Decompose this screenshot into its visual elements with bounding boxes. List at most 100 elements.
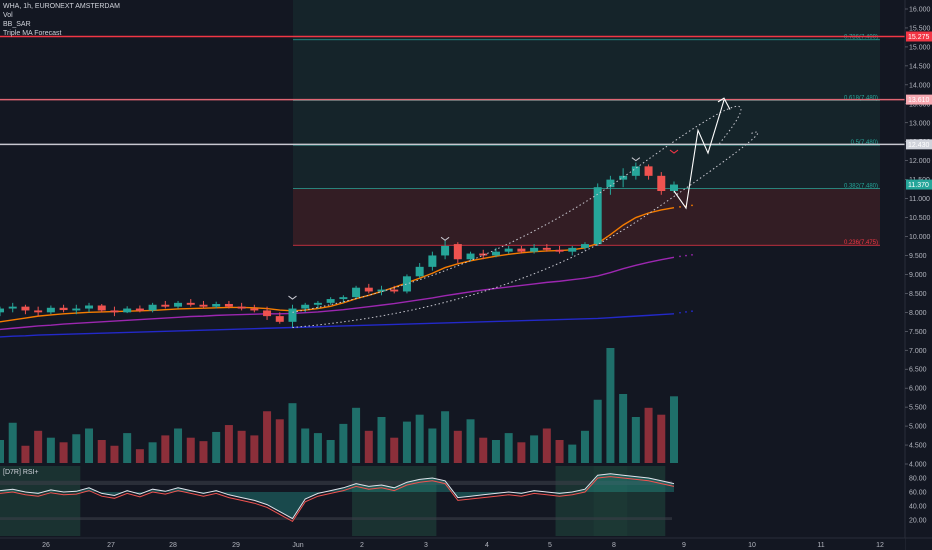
time-tick-label: 9 <box>682 542 686 549</box>
price-tick-label: 6.500 <box>909 367 927 374</box>
volume-bar <box>85 428 94 463</box>
volume-bar <box>580 430 589 463</box>
ma-forecast-dot <box>679 255 681 258</box>
price-tag <box>906 139 932 150</box>
volume-bar <box>72 434 81 463</box>
price-axis[interactable]: 4.000 4.500 5.000 5.500 6.000 6.500 7.000 7.500… <box>904 0 932 550</box>
candle-body <box>186 302 195 305</box>
rsi-signal-line <box>0 476 675 523</box>
volume-bar <box>402 421 411 463</box>
rsi-background <box>0 466 905 536</box>
rsi-tick-label: 40.00 <box>909 504 927 511</box>
price-tick-label: 15.000 <box>909 44 931 51</box>
volume-bar <box>555 440 564 463</box>
candle-body <box>224 303 233 307</box>
candle-body <box>453 244 462 260</box>
price-tick-label: 13.500 <box>909 101 931 108</box>
horizontal-levels <box>0 35 905 146</box>
sar-marker <box>669 149 679 154</box>
volume-bar <box>110 445 119 463</box>
volume-bar <box>59 442 68 463</box>
candle-body <box>46 307 55 313</box>
volume-bar <box>542 428 551 463</box>
sar-marker <box>440 236 450 241</box>
price-tick-label: 7.500 <box>909 329 927 336</box>
rsi-band-upper <box>0 480 672 485</box>
volume-bar <box>97 440 106 463</box>
candle-body <box>415 266 424 277</box>
candle-body <box>212 303 221 307</box>
ma-forecast-dot <box>691 310 693 313</box>
price-tag <box>906 31 932 42</box>
volume-bar <box>517 442 526 463</box>
ma-forecast-dot <box>691 204 693 207</box>
volume-bar <box>275 419 284 463</box>
candle-body <box>8 306 17 309</box>
candle-body <box>491 251 500 256</box>
candle-body <box>97 305 106 311</box>
volume-bar <box>441 411 450 463</box>
volume-bar <box>593 399 602 463</box>
price-tick-label: 14.000 <box>909 82 931 89</box>
price-tick-label: 5.500 <box>909 405 927 412</box>
volume-bar <box>670 396 678 463</box>
price-tag-label: 15.275 <box>908 34 930 41</box>
candle-body <box>59 307 68 311</box>
time-tick-label: 10 <box>748 542 756 549</box>
price-tick-label: 9.500 <box>909 253 927 260</box>
volume-bar <box>377 417 386 463</box>
candle-body <box>657 175 666 191</box>
volume-bar <box>466 419 475 463</box>
candle-body <box>339 297 348 300</box>
symbol-title[interactable]: WHA, 1h, EURONEXT AMSTERDAM <box>3 3 120 10</box>
ma-line-slow <box>0 313 675 338</box>
candle-body <box>568 247 577 252</box>
volume-bar <box>21 445 30 463</box>
candle-body <box>199 304 208 307</box>
chart-legend: WHA, 1h, EURONEXT AMSTERDAM Vol BB_SAR T… <box>3 2 120 38</box>
volume-bar <box>606 348 615 463</box>
indicator-bb-sar[interactable]: BB_SAR <box>3 21 31 28</box>
volume-bar <box>8 422 17 463</box>
fib-level-label: 0.382(7.480) <box>844 183 878 189</box>
rsi-highlight-zone <box>352 466 437 536</box>
candle-body <box>402 276 411 292</box>
volume-bar <box>657 414 666 463</box>
volume-bar <box>339 423 348 463</box>
volume-bar <box>326 440 335 463</box>
volume-bar <box>0 440 4 463</box>
time-tick-label: 28 <box>169 542 177 549</box>
forecast-arrowhead <box>717 97 731 110</box>
candle-body <box>326 299 335 303</box>
candle-body <box>85 305 94 309</box>
price-tick-label: 4.500 <box>909 443 927 450</box>
price-tick-label: 10.000 <box>909 234 931 241</box>
candle-body <box>364 287 373 292</box>
indicator-vol[interactable]: Vol <box>3 12 13 19</box>
time-tick-label: 8 <box>612 542 616 549</box>
time-axis[interactable]: 26 27 28 29 Jun 2 3 4 5 8 9 10 11 12 <box>0 537 932 550</box>
indicator-triple-ma[interactable]: Triple MA Forecast <box>3 30 62 37</box>
rsi-title[interactable]: [D7R] RSI+ <box>3 469 39 476</box>
rsi-pane <box>0 466 905 536</box>
price-tick-label: 13.000 <box>909 120 931 127</box>
volume-bar <box>390 437 399 463</box>
time-tick-label: 11 <box>817 542 824 549</box>
candle-body <box>21 306 30 311</box>
price-tick-label: 12.000 <box>909 158 931 165</box>
ma-forecast-dot <box>679 206 681 208</box>
time-tick-label: 26 <box>42 542 50 549</box>
candle-body <box>161 304 170 307</box>
volume-bar <box>161 435 170 463</box>
price-tick-label: 8.500 <box>909 291 927 298</box>
volume-bar <box>224 425 233 463</box>
price-tick-label: 5.000 <box>909 424 927 431</box>
price-tag-label: 12.430 <box>908 142 930 149</box>
rsi-legend: [D7R] RSI+ <box>3 468 39 477</box>
candle-body <box>0 308 4 313</box>
candle-body <box>174 302 183 307</box>
volume-bar <box>428 428 437 463</box>
candle-body <box>606 179 615 188</box>
candle-body <box>148 304 157 311</box>
